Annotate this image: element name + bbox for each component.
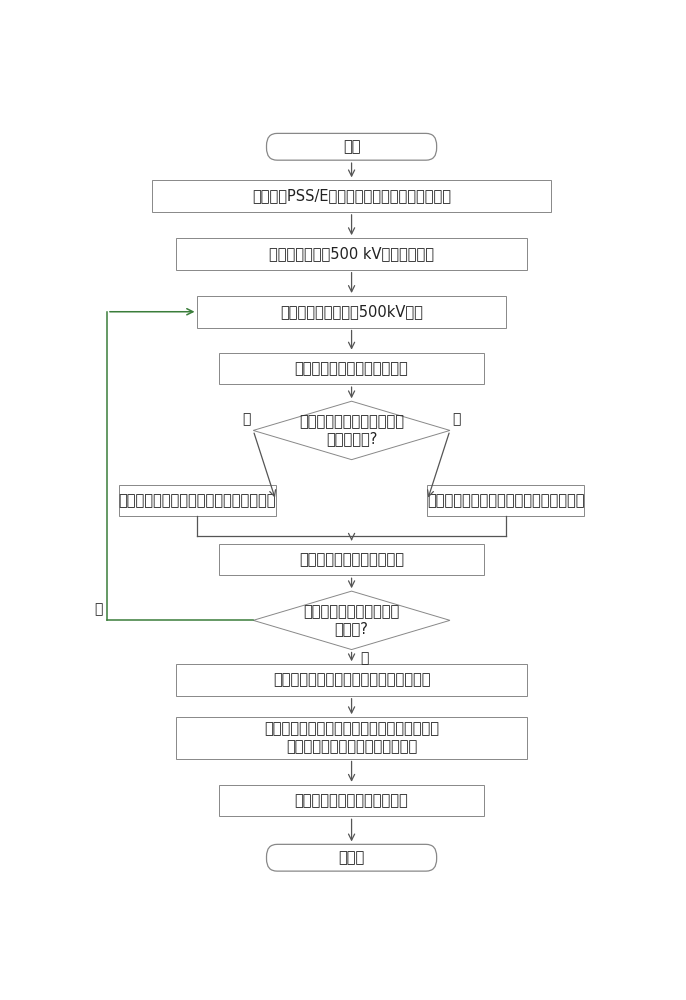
Text: 保存简化的交直流系统机电暂态仿真模型: 保存简化的交直流系统机电暂态仿真模型 — [273, 672, 430, 688]
Text: 是: 是 — [360, 651, 368, 665]
FancyBboxPatch shape — [266, 133, 436, 160]
FancyBboxPatch shape — [266, 844, 436, 871]
Text: 开始: 开始 — [343, 139, 360, 154]
Text: 局部低压网络同调发电机聚合: 局部低压网络同调发电机聚合 — [295, 361, 408, 376]
Text: 是: 是 — [242, 412, 250, 426]
Text: 电磁暂态仿真模型有效性验证: 电磁暂态仿真模型有效性验证 — [295, 793, 408, 808]
Bar — [176, 238, 527, 270]
Bar — [152, 180, 551, 212]
Bar — [427, 485, 584, 516]
Text: 读取电网PSS/E数据，按电压等级分层扫描系统: 读取电网PSS/E数据，按电压等级分层扫描系统 — [252, 189, 451, 204]
Bar — [198, 296, 506, 328]
Text: 按单母线网架简化方法计算等值结构参数: 按单母线网架简化方法计算等值结构参数 — [119, 493, 276, 508]
Bar — [219, 544, 484, 575]
Text: 判断低压网络是否已经简
化完毕?: 判断低压网络是否已经简 化完毕? — [303, 604, 400, 637]
Text: 按多母线网架简化方法计算等值结构参数: 按多母线网架简化方法计算等值结构参数 — [427, 493, 584, 508]
Bar — [219, 353, 484, 384]
Text: 用简化网架代替原低压网架: 用简化网架代替原低压网架 — [299, 552, 404, 567]
Text: 否: 否 — [453, 412, 461, 426]
Polygon shape — [253, 401, 450, 460]
Bar — [119, 485, 276, 516]
Text: 结束！: 结束！ — [338, 850, 365, 865]
Text: 判断该母线网架是否为单母
线网架结构?: 判断该母线网架是否为单母 线网架结构? — [299, 414, 404, 447]
Bar — [219, 785, 484, 816]
Text: 计算主干网架各500 kV母线短路电流: 计算主干网架各500 kV母线短路电流 — [269, 246, 434, 261]
Text: 读取下一个主干网架500kV母线: 读取下一个主干网架500kV母线 — [280, 304, 423, 319]
Bar — [176, 717, 527, 759]
Text: 否: 否 — [95, 602, 103, 616]
Bar — [176, 664, 527, 696]
Polygon shape — [253, 591, 450, 650]
Text: 按各电气元件机电暂态模型与电磁暂态模型对
应原则，转换成电磁暂态仿真模型: 按各电气元件机电暂态模型与电磁暂态模型对 应原则，转换成电磁暂态仿真模型 — [264, 722, 439, 754]
